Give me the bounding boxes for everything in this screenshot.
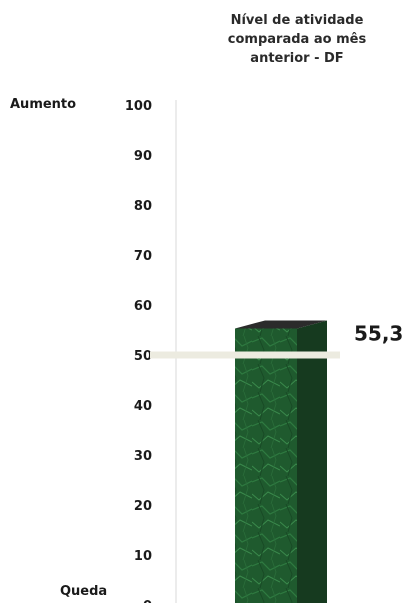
bar-0 [235,320,327,603]
y-tick-label-40: 40 [134,399,152,414]
bars [235,320,327,603]
y-tick-label-30: 30 [134,449,152,464]
y-tick-label-60: 60 [134,299,152,314]
y-tick-label-10: 10 [134,549,152,564]
y-tick-label-80: 80 [134,199,152,214]
y-tick-label-90: 90 [134,149,152,164]
bar-top-face [235,320,327,329]
chart-title-line-2: comparada ao mês [228,32,367,47]
chart-title-line-3: anterior - DF [250,51,343,66]
y-tick-label-20: 20 [134,499,152,514]
y-tick-label-0: 0 [143,599,152,603]
y-tick-label-70: 70 [134,249,152,264]
bar-value-label-0: 55,3 [354,322,403,346]
value-labels: 55,3 [354,322,403,346]
bottom-label: Queda [60,584,107,599]
bar-front-face [235,328,297,603]
chart-title: Nível de atividade comparada ao mês ante… [228,13,367,66]
y-axis-ticks: 0 10 20 30 40 50 60 70 80 90 100 [125,99,152,603]
y-tick-label-50: 50 [134,349,152,364]
y-tick-label-100: 100 [125,99,152,114]
chart-title-line-1: Nível de atividade [231,13,364,28]
top-label: Aumento [10,97,76,112]
bar-side-face [297,320,327,603]
